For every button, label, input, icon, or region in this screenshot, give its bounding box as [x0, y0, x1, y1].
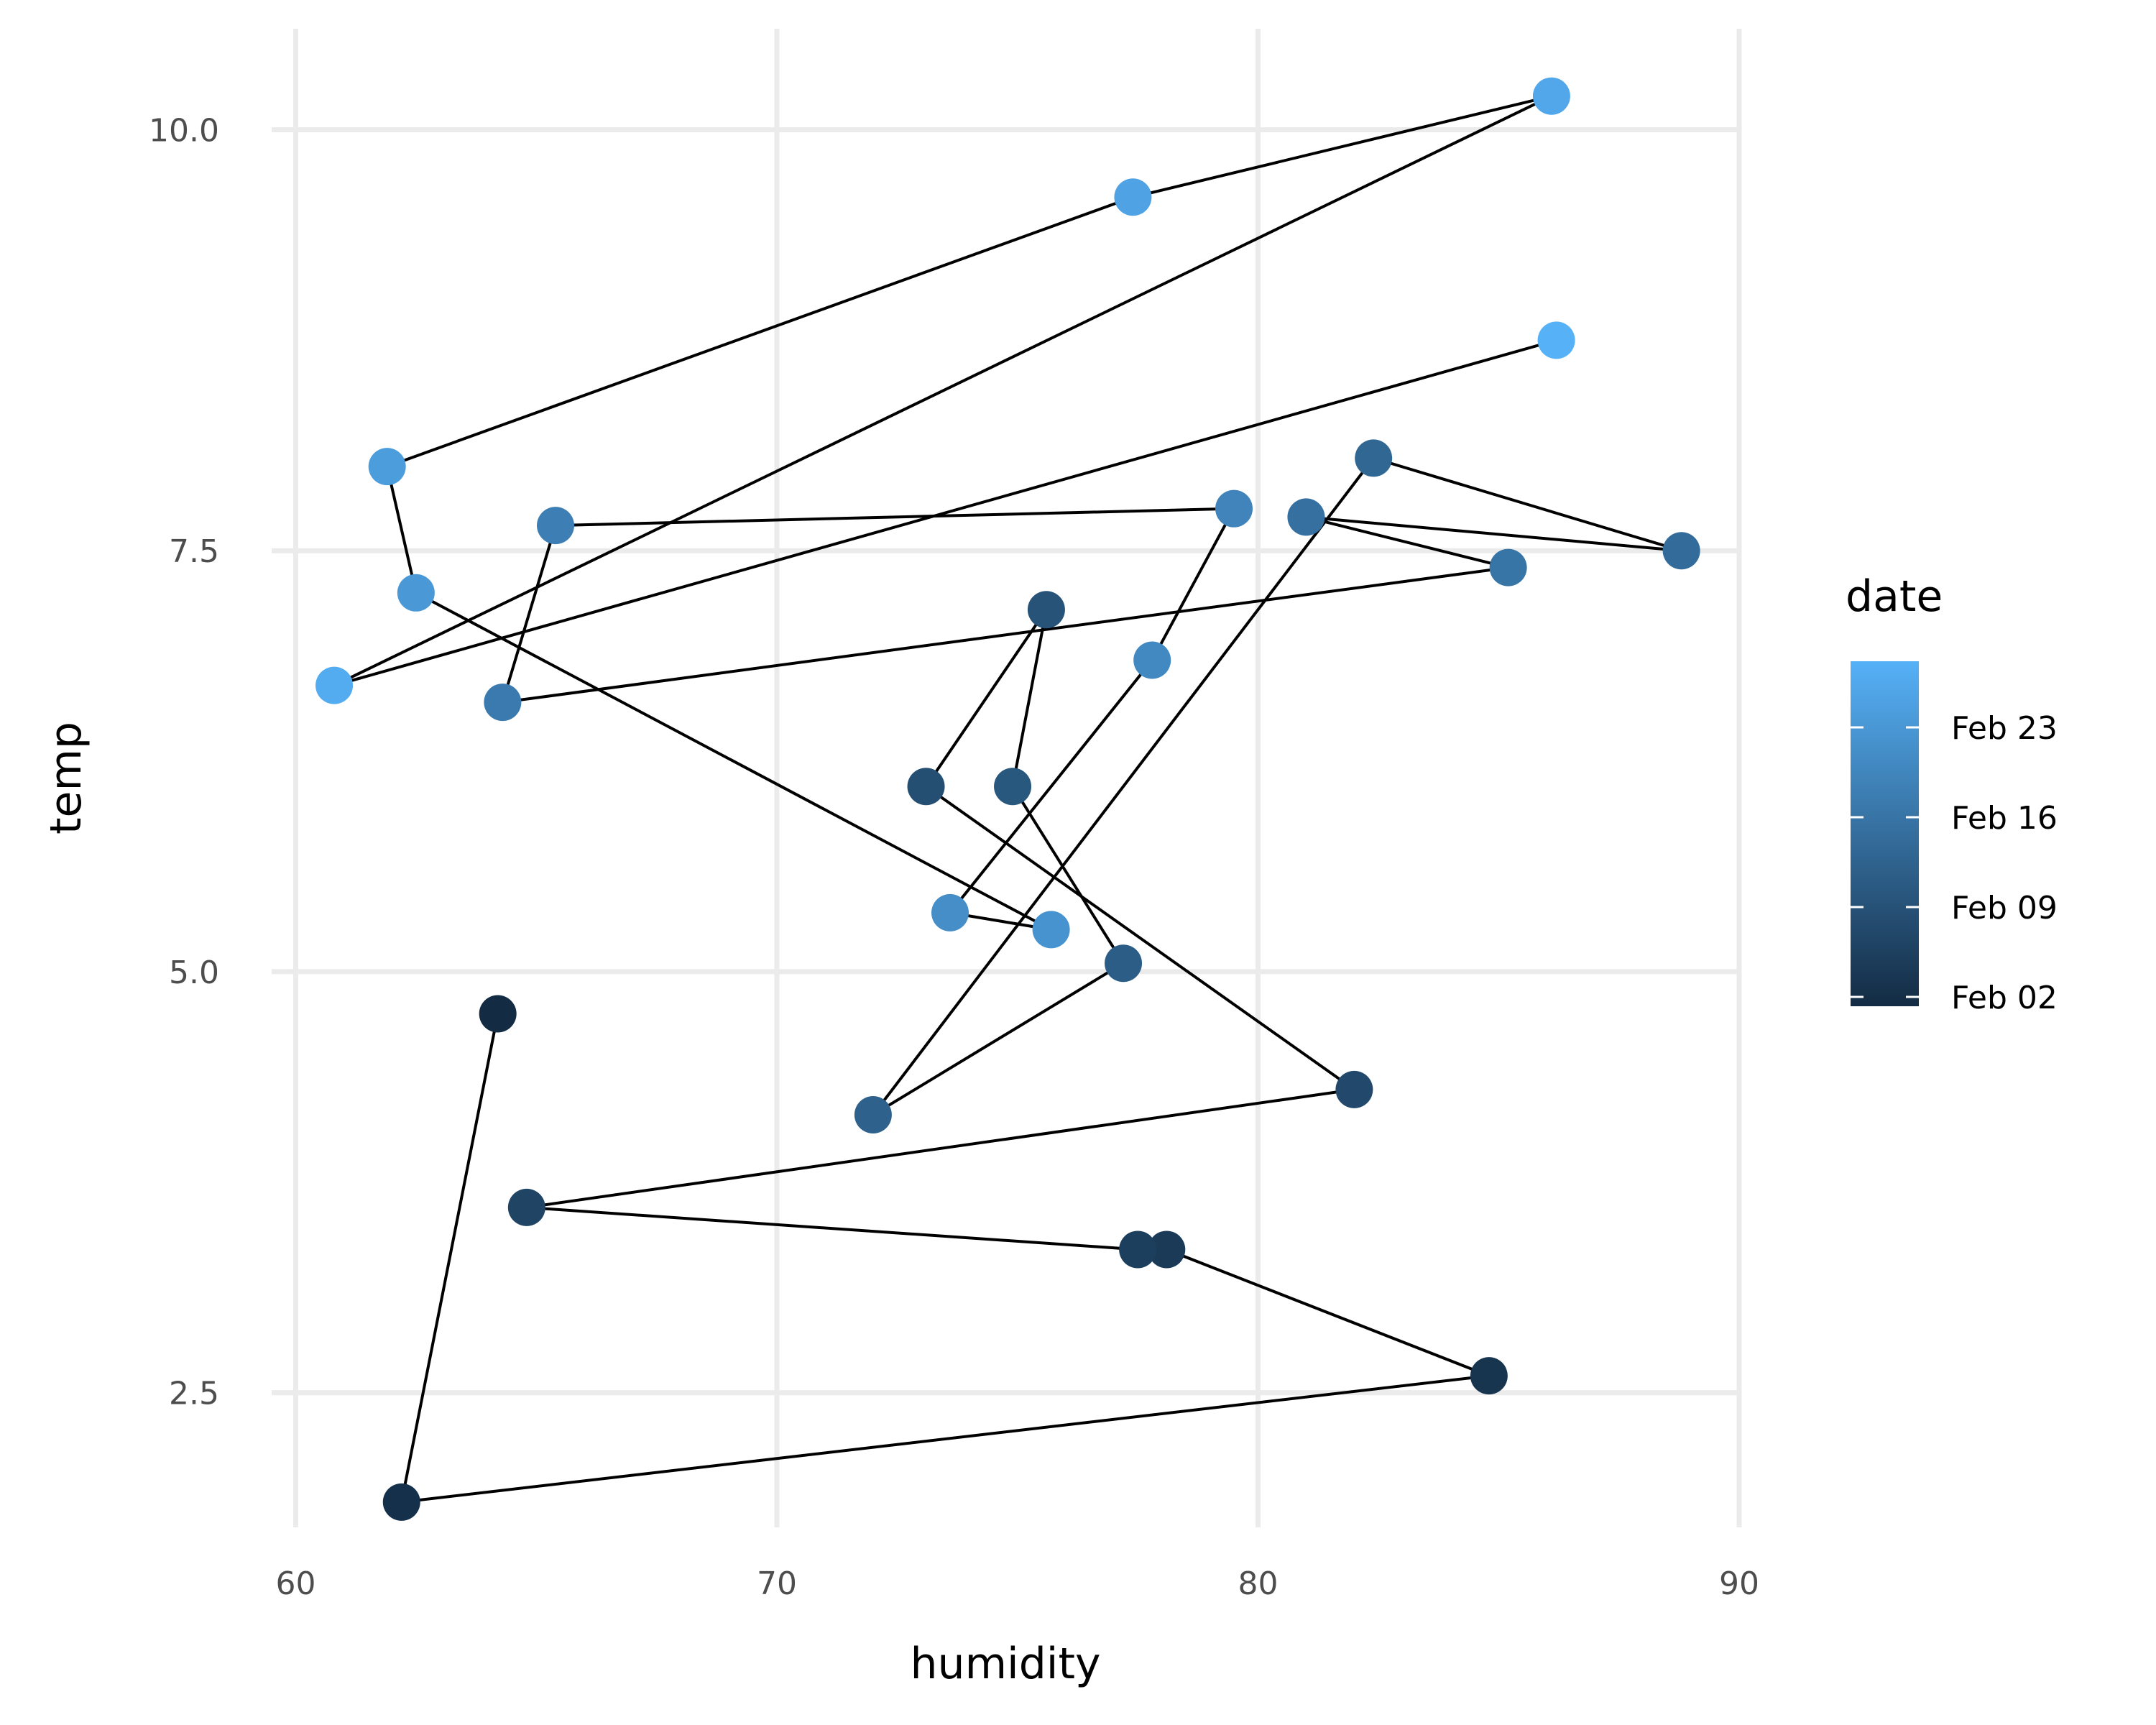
- path-segment: [400, 1013, 499, 1503]
- data-point: [1470, 1357, 1508, 1395]
- data-point: [907, 768, 945, 806]
- legend-label: Feb 23: [1951, 710, 2058, 747]
- legend-label: Feb 02: [1951, 980, 2058, 1016]
- path-segment: [925, 785, 1355, 1091]
- data-point: [1105, 944, 1143, 983]
- data-point: [1662, 532, 1700, 570]
- data-point: [931, 893, 969, 932]
- path-segment: [1373, 456, 1682, 553]
- points: [315, 77, 1700, 1521]
- data-point: [1537, 321, 1575, 359]
- data-point: [1133, 641, 1171, 679]
- path-segment: [1305, 515, 1509, 569]
- y-tick-label: 10.0: [149, 113, 219, 150]
- legend-title: date: [1846, 571, 1943, 622]
- data-point: [382, 1483, 420, 1521]
- data-point: [1355, 439, 1393, 477]
- x-tick-label: 70: [757, 1565, 797, 1602]
- path-segment: [502, 566, 1508, 704]
- data-point: [484, 684, 522, 722]
- path-segment: [555, 507, 1235, 528]
- path-segment: [387, 196, 1134, 468]
- legend-label: Feb 16: [1951, 800, 2058, 837]
- data-point: [397, 574, 435, 612]
- legend-label: Feb 09: [1951, 890, 2058, 926]
- path-segment: [333, 339, 1557, 687]
- x-tick-label: 80: [1238, 1565, 1278, 1602]
- y-tick-label: 7.5: [169, 533, 219, 570]
- x-tick-label: 90: [1719, 1565, 1759, 1602]
- path-segment: [949, 659, 1153, 914]
- path-segment: [1132, 94, 1552, 199]
- grid: [272, 29, 1742, 1527]
- data-point: [1148, 1230, 1186, 1269]
- legend: date Feb 23 Feb 16 Feb 09 Feb 02: [1846, 571, 2058, 1016]
- data-point: [1335, 1070, 1373, 1108]
- y-tick-labels: 2.5 5.0 7.5 10.0: [149, 113, 219, 1412]
- y-tick-label: 2.5: [169, 1376, 219, 1412]
- data-point: [507, 1188, 545, 1226]
- y-axis-title: temp: [41, 722, 91, 834]
- path-lines: [333, 94, 1682, 1504]
- data-point: [1215, 489, 1253, 528]
- x-axis-title: humidity: [911, 1639, 1101, 1689]
- path-segment: [1011, 609, 1048, 787]
- data-point: [479, 995, 517, 1033]
- data-point: [1532, 77, 1570, 115]
- path-segment: [1306, 515, 1682, 553]
- path-segment: [415, 592, 1052, 932]
- path-segment: [385, 466, 418, 594]
- data-point: [1119, 1230, 1157, 1269]
- x-tick-label: 60: [275, 1565, 315, 1602]
- data-point: [1287, 498, 1325, 536]
- legend-ticks: Feb 23 Feb 16 Feb 09 Feb 02: [1851, 710, 2058, 1016]
- data-point: [1032, 911, 1070, 949]
- y-tick-label: 5.0: [169, 954, 219, 991]
- path-segment: [1011, 786, 1125, 965]
- path-segment: [526, 1205, 1138, 1251]
- data-point: [854, 1096, 892, 1134]
- data-point: [368, 448, 406, 486]
- data-point: [537, 507, 575, 545]
- path-segment: [1166, 1248, 1490, 1378]
- x-tick-labels: 60 70 80 90: [275, 1565, 1759, 1602]
- path-segment: [333, 94, 1552, 687]
- data-point: [994, 768, 1032, 806]
- path-segment: [501, 525, 557, 703]
- data-point: [1489, 548, 1527, 586]
- path-segment: [872, 457, 1375, 1116]
- path-segment: [872, 962, 1125, 1116]
- data-point: [1027, 591, 1065, 629]
- path-segment: [1151, 507, 1235, 661]
- data-point: [315, 666, 354, 704]
- legend-colorbar: [1851, 661, 1919, 1006]
- data-point: [1114, 178, 1152, 216]
- path-segment: [526, 1087, 1355, 1209]
- path-segment: [401, 1374, 1490, 1504]
- path-segment: [924, 609, 1048, 788]
